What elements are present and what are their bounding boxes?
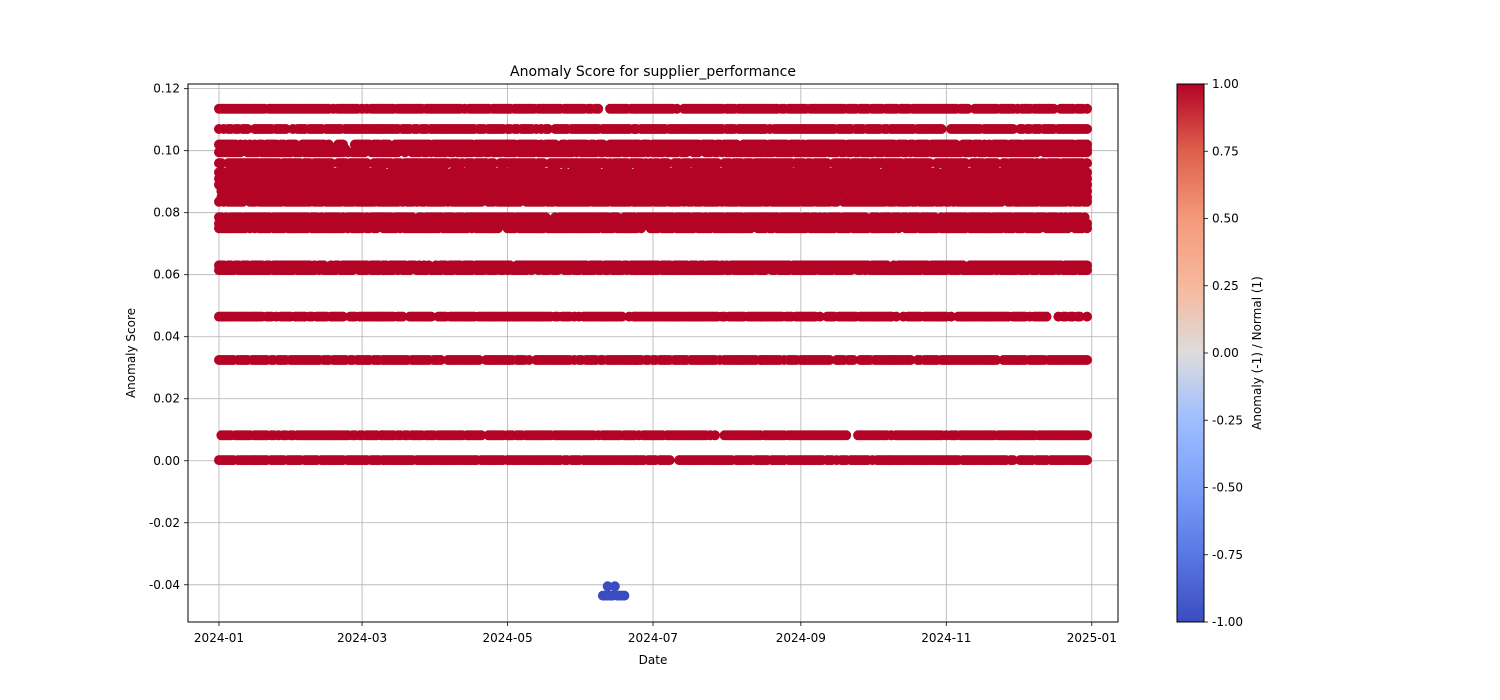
normal-point [1082,196,1092,207]
normal-point [280,124,291,134]
normal-point [1082,158,1092,169]
normal-point [359,147,370,158]
normal-point [1082,103,1092,114]
normal-point [400,147,410,158]
normal-point [235,147,246,158]
normal-point [671,103,682,114]
normal-point [1082,223,1092,234]
scatter-points [214,103,1092,601]
normal-point [1008,124,1019,134]
chart-title: Anomaly Score for supplier_performance [510,64,796,80]
normal-point [392,147,403,158]
normal-point [593,103,604,114]
normal-point [962,103,973,114]
normal-point [242,124,253,134]
normal-point [1048,103,1059,114]
normal-point [681,147,692,158]
normal-point [636,223,647,234]
normal-point [1082,147,1092,158]
normal-point [693,147,704,158]
normal-point [543,124,554,134]
normal-point [1031,147,1042,158]
normal-point [936,124,947,134]
normal-point [1082,124,1092,134]
normal-point [493,223,503,234]
